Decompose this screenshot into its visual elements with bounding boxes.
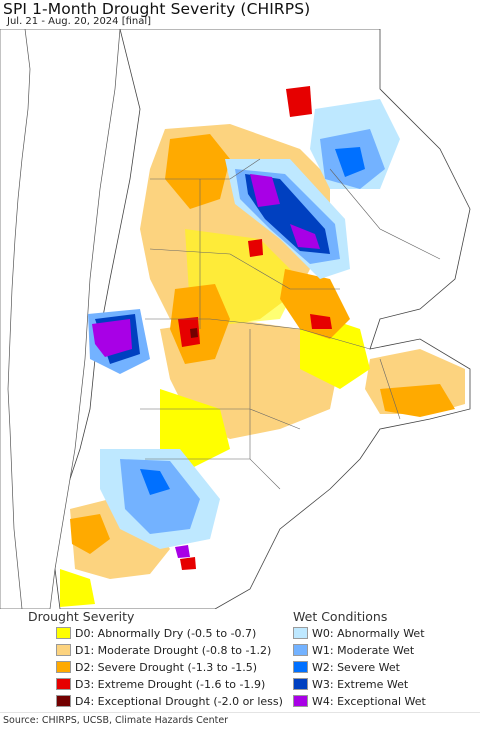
coast-detail — [7, 29, 31, 609]
d3-patch-c — [310, 314, 332, 329]
d2-patch-north — [165, 134, 230, 209]
legend-item-w1: W1: Moderate Wet — [293, 642, 414, 658]
legend-item-d0: D0: Abnormally Dry (-0.5 to -0.7) — [56, 625, 256, 641]
legend-label-d1: D1: Moderate Drought (-0.8 to -1.2) — [75, 643, 272, 657]
d3-patch-central — [178, 317, 200, 347]
legend-swatch-d3 — [56, 678, 71, 690]
w4-patch-center-b — [290, 224, 320, 249]
footer-divider — [0, 712, 480, 713]
d2-patch-east — [280, 269, 350, 339]
d0-patch-d — [60, 569, 95, 607]
w1-patch-south — [120, 459, 200, 534]
legend: Drought Severity Wet Conditions D0: Abno… — [0, 609, 480, 713]
legend-swatch-d4 — [56, 695, 71, 707]
legend-item-w4: W4: Exceptional Wet — [293, 693, 426, 709]
legend-item-d3: D3: Extreme Drought (-1.6 to -1.9) — [56, 676, 265, 692]
d3-patch-d — [180, 557, 196, 570]
d4-patch — [190, 328, 198, 338]
legend-label-w1: W1: Moderate Wet — [312, 643, 415, 657]
w4-patch-south — [175, 545, 190, 558]
legend-item-d1: D1: Moderate Drought (-0.8 to -1.2) — [56, 642, 271, 658]
legend-label-w0: W0: Abnormally Wet — [312, 626, 425, 640]
map-subtitle: Jul. 21 - Aug. 20, 2024 [final] — [7, 16, 152, 27]
w4-patch-center-a — [250, 174, 280, 207]
chile-coast — [0, 29, 121, 609]
w2-patch-north — [335, 147, 365, 177]
d3-patch-north — [286, 86, 312, 117]
legend-label-d0: D0: Abnormally Dry (-0.5 to -0.7) — [75, 626, 257, 640]
legend-item-w2: W2: Severe Wet — [293, 659, 400, 675]
legend-item-w3: W3: Extreme Wet — [293, 676, 408, 692]
legend-swatch-w4 — [293, 695, 308, 707]
legend-swatch-d2 — [56, 661, 71, 673]
legend-swatch-d1 — [56, 644, 71, 656]
drought-map — [0, 29, 480, 609]
legend-item-d4: D4: Exceptional Drought (-2.0 or less) — [56, 693, 283, 709]
legend-label-d4: D4: Exceptional Drought (-2.0 or less) — [75, 694, 283, 708]
wet-legend-heading: Wet Conditions — [293, 609, 388, 624]
legend-swatch-w3 — [293, 678, 308, 690]
legend-swatch-w2 — [293, 661, 308, 673]
legend-swatch-d0 — [56, 627, 71, 639]
drought-map-graphic — [0, 29, 471, 609]
legend-label-d2: D2: Severe Drought (-1.3 to -1.5) — [75, 660, 258, 674]
province-borders — [140, 158, 441, 490]
legend-label-w2: W2: Severe Wet — [312, 660, 400, 674]
legend-swatch-w0 — [293, 627, 308, 639]
legend-item-w0: W0: Abnormally Wet — [293, 625, 425, 641]
map-title: SPI 1-Month Drought Severity (CHIRPS) — [3, 0, 311, 18]
w2-patch-south — [140, 469, 170, 495]
legend-label-d3: D3: Extreme Drought (-1.6 to -1.9) — [75, 677, 266, 691]
legend-label-w3: W3: Extreme Wet — [312, 677, 409, 691]
drought-legend-heading: Drought Severity — [28, 609, 135, 624]
source-credit: Source: CHIRPS, UCSB, Climate Hazards Ce… — [3, 715, 229, 726]
legend-label-w4: W4: Exceptional Wet — [312, 694, 426, 708]
legend-swatch-w1 — [293, 644, 308, 656]
d2-patch-uy — [380, 384, 455, 417]
d3-patch-b — [248, 239, 263, 257]
w4-patch-west — [92, 319, 132, 357]
d2-patch-sw — [70, 514, 110, 554]
legend-item-d2: D2: Severe Drought (-1.3 to -1.5) — [56, 659, 257, 675]
